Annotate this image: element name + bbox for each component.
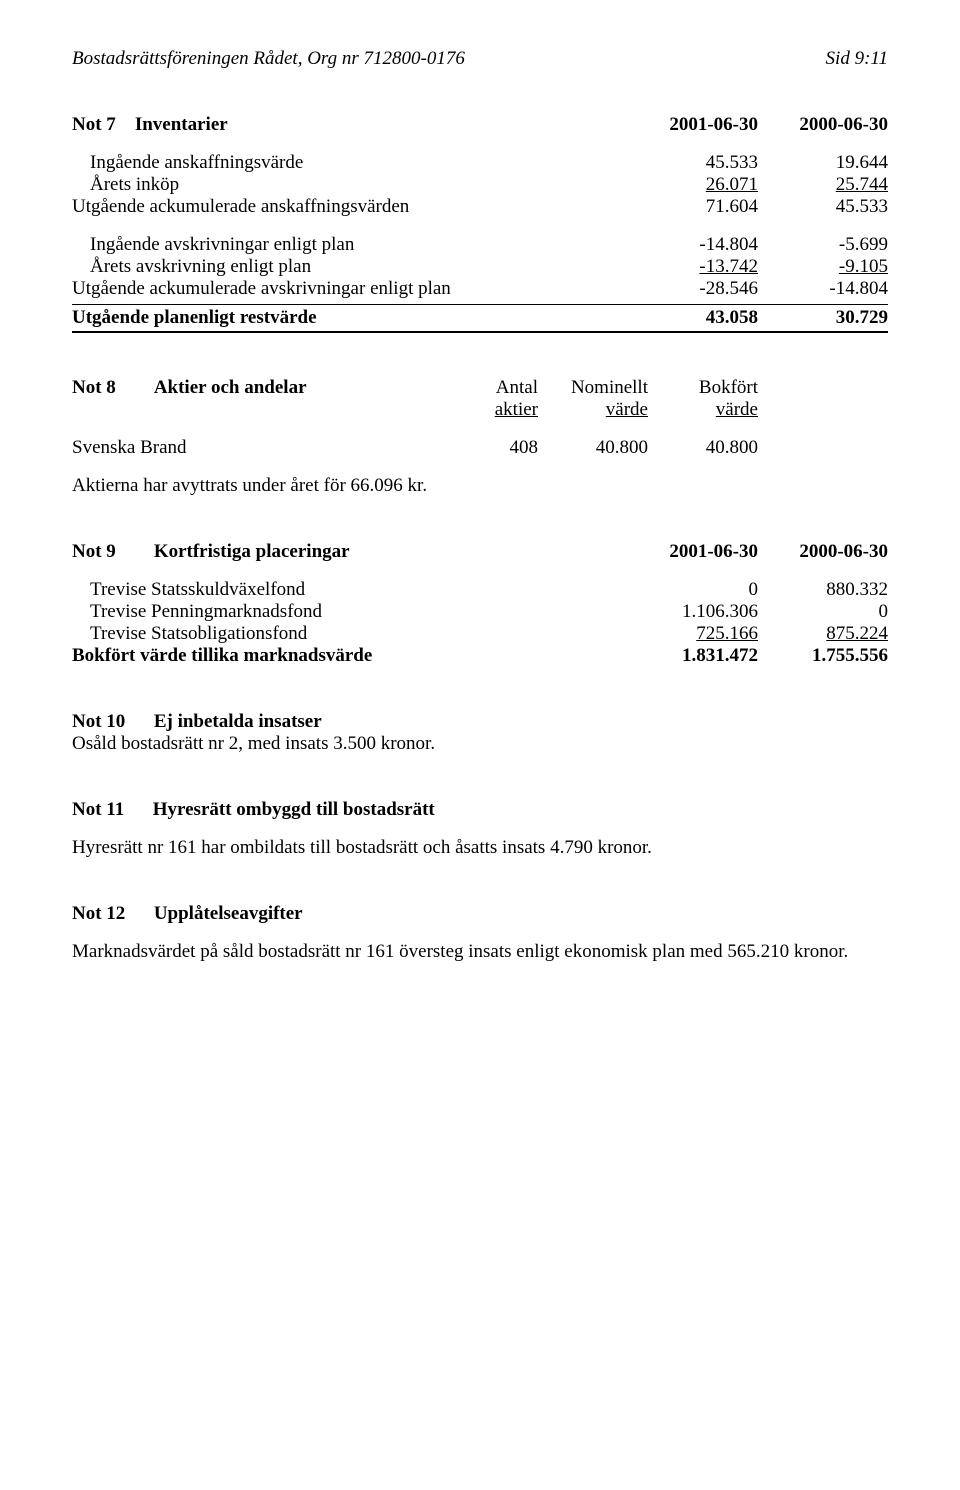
note7-total-val: 30.729 [758,307,888,329]
note9-row-val: 0 [628,579,758,601]
header-right: Sid 9:11 [826,48,888,70]
note9-row-label: Trevise Penningmarknadsfond [90,601,628,623]
note8-title: Aktier och andelar [154,377,307,398]
note10-title: Ej inbetalda insatser [154,711,322,732]
note8-h-c2: Nominellt [538,377,648,399]
note7-row-val: 26.071 [628,174,758,196]
note-8: Not 8 Aktier och andelar Antal Nominellt… [72,377,888,497]
note7-subtotal1-val: 45.533 [758,196,888,218]
note11-title: Hyresrätt ombyggd till bostadsrätt [153,799,435,820]
note-7: Not 7 Inventarier 2001-06-30 2000-06-30 … [72,114,888,333]
note9-title: Kortfristiga placeringar [154,541,350,562]
note8-h-c3b: värde [648,399,758,421]
note7-total-label: Utgående planenligt restvärde [72,307,628,329]
note8-footnote: Aktierna har avyttrats under året för 66… [72,475,888,497]
note7-title: Inventarier [135,114,228,135]
note7-row-val: 45.533 [628,152,758,174]
note7-col1: 2001-06-30 [628,114,758,136]
note7-subtotal1-val: 71.604 [628,196,758,218]
note7-prefix: Not 7 [72,114,116,135]
note9-total-val: 1.831.472 [628,645,758,667]
note9-total-val: 1.755.556 [758,645,888,667]
note9-row-label: Trevise Statsobligationsfond [90,623,628,645]
note8-h-c1b: aktier [428,399,538,421]
header-left: Bostadsrättsföreningen Rådet, Org nr 712… [72,48,465,70]
note7-row-val: -13.742 [628,256,758,278]
note12-title: Upplåtelseavgifter [154,903,303,924]
note8-prefix: Not 8 [72,377,116,398]
note7-row-val: -9.105 [758,256,888,278]
note7-row-val: -5.699 [758,234,888,256]
note7-row-label: Ingående anskaffningsvärde [90,152,628,174]
note9-col1: 2001-06-30 [628,541,758,563]
note7-subtotal2-val: -14.804 [758,278,888,300]
note8-h-c1: Antal [428,377,538,399]
note-12: Not 12 Upplåtelseavgifter Marknadsvärdet… [72,903,888,963]
note9-prefix: Not 9 [72,541,116,562]
note9-row-val: 0 [758,601,888,623]
note11-body: Hyresrätt nr 161 har ombildats till bost… [72,837,888,859]
note9-row-val: 1.106.306 [628,601,758,623]
note8-row-label: Svenska Brand [72,437,428,459]
note9-row-label: Trevise Statsskuldväxelfond [90,579,628,601]
note10-body: Osåld bostadsrätt nr 2, med insats 3.500… [72,733,888,755]
note8-row-v1: 408 [428,437,538,459]
note7-row-val: 25.744 [758,174,888,196]
note8-row-v3: 40.800 [648,437,758,459]
note9-col2: 2000-06-30 [758,541,888,563]
note7-row-label: Årets avskrivning enligt plan [90,256,628,278]
note11-prefix: Not 11 [72,799,124,820]
note8-h-c3: Bokfört [648,377,758,399]
note7-subtotal2-label: Utgående ackumulerade avskrivningar enli… [72,278,628,300]
note7-total-val: 43.058 [628,307,758,329]
note9-row-val: 875.224 [758,623,888,645]
note7-col2: 2000-06-30 [758,114,888,136]
note7-row-label: Ingående avskrivningar enligt plan [90,234,628,256]
note7-subtotal2-val: -28.546 [628,278,758,300]
note9-total-label: Bokfört värde tillika marknadsvärde [72,645,628,667]
note10-prefix: Not 10 [72,711,125,732]
note7-row-val: 19.644 [758,152,888,174]
note-10: Not 10 Ej inbetalda insatser Osåld bosta… [72,711,888,755]
note7-subtotal1-label: Utgående ackumulerade anskaffningsvärden [72,196,628,218]
note8-row-v2: 40.800 [538,437,648,459]
note9-row-val: 880.332 [758,579,888,601]
note8-h-c2b: värde [538,399,648,421]
note7-row-label: Årets inköp [90,174,628,196]
page-header: Bostadsrättsföreningen Rådet, Org nr 712… [72,48,888,70]
note12-body: Marknadsvärdet på såld bostadsrätt nr 16… [72,941,888,963]
note7-row-val: -14.804 [628,234,758,256]
note-11: Not 11 Hyresrätt ombyggd till bostadsrät… [72,799,888,859]
note9-row-val: 725.166 [628,623,758,645]
note-9: Not 9 Kortfristiga placeringar 2001-06-3… [72,541,888,667]
note12-prefix: Not 12 [72,903,125,924]
